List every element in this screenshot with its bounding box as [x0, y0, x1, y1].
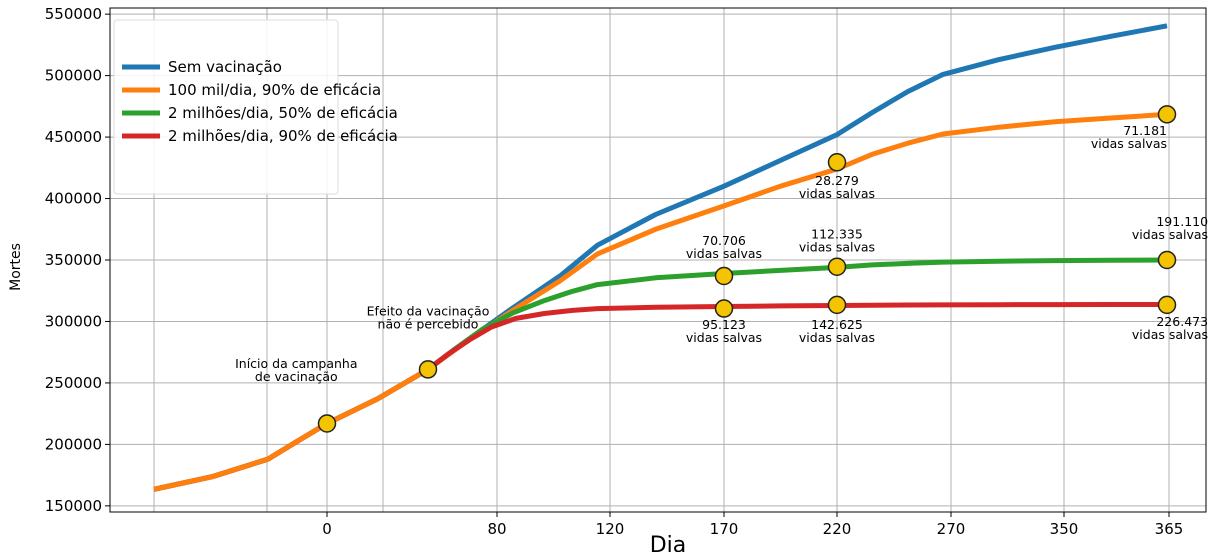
y-tick-label: 450000: [45, 128, 102, 146]
axes: 150000 200000 250000 300000 350000 400000 4500…: [45, 5, 1207, 538]
x-tick-label: 0: [322, 520, 332, 538]
highlight-marker: [317, 414, 337, 433]
x-tick-label: 220: [823, 520, 852, 538]
highlight-marker: [418, 360, 438, 379]
x-tick-label: 350: [1050, 520, 1079, 538]
highlight-marker: [1157, 105, 1177, 124]
annotation: 226.473 vidas salvas: [1132, 314, 1208, 342]
y-tick-label: 500000: [45, 67, 102, 85]
legend-label: 2 milhões/dia, 50% de eficácia: [168, 104, 398, 122]
annotation: 28.279 vidas salvas: [799, 173, 875, 201]
y-tick-label: 200000: [45, 435, 102, 453]
annotation: 95.123 vidas salvas: [686, 317, 762, 345]
series-line-overlap: [153, 367, 430, 492]
x-tick-label: 170: [710, 520, 739, 538]
legend-label: Sem vacinação: [168, 58, 282, 76]
y-tick-label: 550000: [45, 5, 102, 23]
annotation: 71.181 vidas salvas: [1091, 123, 1167, 151]
x-axis-label: Dia: [650, 533, 687, 552]
legend: Sem vacinação 100 mil/dia, 90% de eficáci…: [113, 19, 398, 195]
legend-label: 2 milhões/dia, 90% de eficácia: [168, 127, 398, 145]
x-tick-label: 270: [937, 520, 966, 538]
highlight-marker: [1157, 250, 1177, 270]
x-tick-label: 365: [1155, 520, 1184, 538]
highlight-marker: [714, 266, 734, 286]
y-tick-label: 150000: [45, 497, 102, 515]
highlight-marker: [1157, 295, 1177, 315]
annotation: 142.625 vidas salvas: [799, 317, 875, 345]
x-tick-label: 80: [487, 520, 506, 538]
annotation: Início da campanha de vacinação: [235, 356, 357, 384]
y-axis-label: Mortes: [8, 243, 24, 291]
highlight-marker: [827, 295, 847, 315]
annotation: 191.110 vidas salvas: [1132, 214, 1208, 242]
y-tick-label: 300000: [45, 312, 102, 330]
annotation: 70.706 vidas salvas: [686, 233, 762, 261]
markers: [317, 105, 1177, 433]
highlight-marker: [827, 153, 847, 172]
annotations: Início da campanha de vacinação Efeito da …: [235, 123, 1208, 384]
highlight-marker: [714, 299, 734, 318]
legend-box: [113, 19, 339, 195]
annotation: Efeito da vacinação não é percebido: [367, 303, 490, 331]
y-tick-label: 350000: [45, 251, 102, 269]
annotation: 112.335 vidas salvas: [799, 226, 875, 254]
y-tick-label: 400000: [45, 190, 102, 208]
x-tick-label: 120: [596, 520, 625, 538]
y-tick-label: 250000: [45, 374, 102, 392]
highlight-marker: [827, 257, 847, 277]
legend-label: 100 mil/dia, 90% de eficácia: [168, 81, 381, 99]
plot-frame: [109, 7, 1207, 513]
